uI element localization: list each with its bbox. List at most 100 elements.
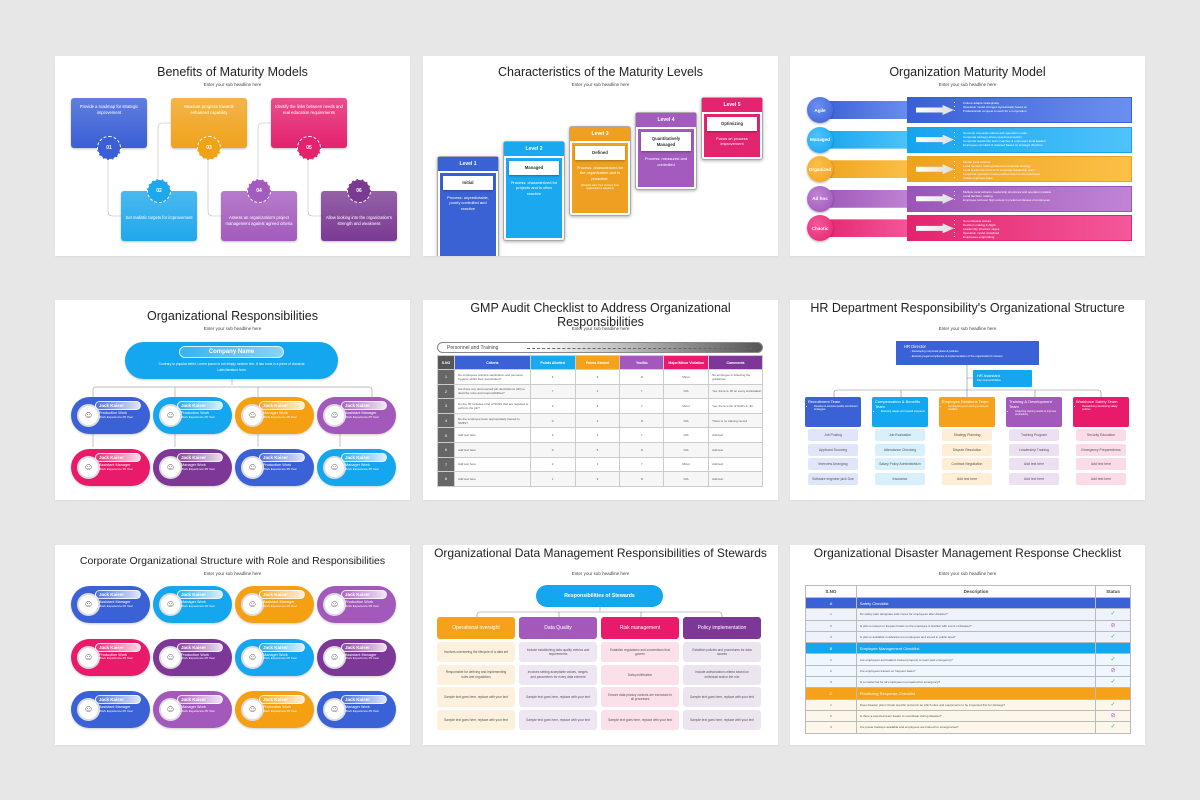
- steward-column-header: Policy implementation: [683, 617, 761, 639]
- person-name: Jack Kaiser: [177, 642, 223, 652]
- person-avatar-icon: ☺: [159, 698, 182, 721]
- person-details: Manager Work Work Experience 05 Year: [263, 411, 308, 419]
- steward-cell: Involves overseeing the lifecycle of a d…: [437, 642, 515, 662]
- slide-subtitle: Enter your sub headline here: [938, 571, 997, 576]
- level-label: Level 3: [570, 127, 630, 141]
- person-avatar-icon: ☺: [323, 698, 346, 721]
- table-cell: N/A: [663, 383, 710, 400]
- steward-cell: Sample text goes here, replace with your…: [683, 710, 761, 731]
- section-row: A Safety Checklist: [805, 596, 1131, 610]
- steward-cell: Sample text goes here, replace with your…: [519, 687, 597, 708]
- slide-maturity-levels[interactable]: Characteristics of the Maturity Levels E…: [423, 56, 778, 256]
- row-number: 8: [437, 471, 455, 487]
- table-cell: 3: [529, 427, 576, 443]
- table-cell: N/A: [663, 412, 710, 429]
- steward-cell: Sample text goes here, replace with your…: [683, 687, 761, 708]
- hr-task: Security Education: [1076, 429, 1126, 441]
- person-name: Jack Kaiser: [259, 401, 305, 410]
- person-role: Production Work: [99, 652, 127, 657]
- level-desc: Process: measured and controlled: [644, 156, 688, 167]
- slide-organizational-responsibilities[interactable]: Organizational Responsibilities Enter yo…: [55, 300, 410, 500]
- row-number: 2: [437, 383, 455, 400]
- hr-task: Software engineer jack Doe: [808, 472, 858, 485]
- maturity-item: Operation model changes dynamically base…: [963, 105, 1131, 109]
- slide-disaster-checklist[interactable]: Organizational Disaster Management Respo…: [790, 545, 1145, 745]
- table-row: 2 Is there a selected team leader to coor…: [805, 709, 1131, 723]
- row-number: 7: [437, 456, 455, 473]
- person-avatar-icon: ☺: [77, 404, 100, 427]
- person-experience: Work Experience 05 Year: [181, 708, 215, 713]
- hr-task: Leadership Training: [1009, 443, 1059, 456]
- person-card: ☺ Jack Kaiser Manager Work Work Experience …: [235, 638, 314, 676]
- slide-gmp-audit-checklist[interactable]: GMP Audit Checklist to Address Organizat…: [423, 300, 778, 500]
- person-role: Production Work: [263, 705, 291, 709]
- section-status-empty: [1095, 596, 1131, 610]
- person-card: ☺ Jack Kaiser Manager Work Work Experience …: [153, 586, 232, 623]
- table-cell: N/A: [663, 441, 710, 458]
- table-cell: N: [619, 471, 665, 487]
- row-status: ✓: [1095, 630, 1131, 644]
- maturity-band: [817, 189, 912, 208]
- steward-column-header: Data Quality: [519, 617, 597, 639]
- table-cell: Add text here: [453, 427, 531, 443]
- slide-title: GMP Audit Checklist to Address Organizat…: [470, 301, 731, 329]
- table-cell: Y: [619, 383, 665, 400]
- table-cell: There is no training record: [708, 412, 763, 429]
- person-role: Manager Work: [263, 411, 288, 415]
- benefit-connectors: [107, 122, 321, 217]
- slide-organization-maturity-model[interactable]: Organization Maturity Model Enter your s…: [790, 56, 1145, 256]
- person-card: ☺ Jack Kaiser Production Work Work Experien…: [235, 691, 314, 728]
- person-name: Jack Kaiser: [177, 401, 223, 410]
- row-number: 5: [437, 427, 455, 443]
- maturity-level-badge: Ad hoc: [807, 185, 833, 212]
- row-number: 3: [805, 676, 857, 689]
- check-circle-icon: ✓: [1110, 656, 1116, 663]
- hr-task: Contract Negotiation: [942, 458, 992, 470]
- maturity-box: Common corporate culture and operation m…: [907, 126, 1132, 153]
- slide-subtitle: Enter your sub headline here: [203, 571, 262, 576]
- section-title: Prioritizing Response Checklist: [855, 687, 1097, 700]
- person-details: Assistant Manager Work Experience 05 Year: [263, 600, 308, 608]
- level-name: Defined: [575, 146, 625, 160]
- section-id: C: [805, 687, 857, 700]
- person-name: Jack Kaiser: [177, 590, 223, 599]
- person-name: Jack Kaiser: [95, 642, 141, 652]
- hr-team-title: Recruitment Team: [808, 399, 841, 404]
- hr-team-duties: Develop & execute quality recruitment st…: [808, 405, 858, 412]
- maturity-item: Multiple local cultures; leadership stru…: [963, 190, 1131, 194]
- level-desc: Process: characterized for projects and …: [510, 179, 558, 196]
- table-cell: 5: [574, 441, 621, 458]
- level-card: Level 2 Managed Process: characterized for…: [503, 141, 565, 241]
- slide-title: Organizational Disaster Management Respo…: [813, 546, 1122, 560]
- person-experience: Work Experience 05 Year: [99, 414, 133, 419]
- person-experience: Work Experience 05 Year: [345, 414, 379, 419]
- maturity-item: Local decision making based on corporate…: [963, 164, 1131, 168]
- table-cell: 4: [574, 412, 621, 429]
- row-status: ✓: [1095, 721, 1131, 734]
- arrow-right-icon: [916, 164, 954, 175]
- table-cell: Do the JD includes a list of SOPs that a…: [453, 398, 531, 414]
- person-card: ☺ Jack Kaiser Assistant Manager Work Experi…: [317, 397, 396, 434]
- slide-corporate-structure[interactable]: Corporate Organizational Structure with …: [55, 545, 410, 745]
- level-card: Level 3 Defined Process: characterized for…: [569, 126, 631, 216]
- table-row: 3 Is a master list for all employees is p…: [805, 676, 1131, 689]
- hr-team-title: Employee Relations Team: [942, 399, 989, 404]
- table-row: 5 Add text here 3 2 Y N/A Add text: [437, 427, 763, 443]
- slide-hr-structure[interactable]: HR Department Responsibility's Organizat…: [790, 300, 1145, 500]
- slide-benefits-maturity-models[interactable]: Benefits of Maturity Models Enter your s…: [55, 56, 410, 256]
- person-role: Assistant Manager: [99, 463, 131, 467]
- person-card: ☺ Jack Kaiser Manager Work Work Experience …: [317, 449, 396, 486]
- table-cell: Add text: [708, 441, 763, 458]
- row-description: Is plan is tested on frequent basis so t…: [855, 619, 1097, 632]
- table-cell: N: [619, 441, 665, 458]
- hr-task: Strategy Planning: [942, 429, 992, 441]
- table-cell: Add text: [708, 471, 763, 487]
- person-name: Jack Kaiser: [177, 453, 223, 462]
- slide-data-stewards[interactable]: Organizational Data Management Responsib…: [423, 545, 778, 745]
- table-cell: 9: [574, 471, 621, 487]
- section-row: C Prioritizing Response Checklist: [805, 687, 1131, 700]
- slide-title: HR Department Responsibility's Organizat…: [810, 301, 1125, 315]
- steward-cell: Data proliferation: [601, 664, 679, 685]
- table-row: 3 Is plan is available in advance too emp…: [805, 630, 1131, 644]
- maturity-item: Leadership structure vague: [963, 227, 1131, 231]
